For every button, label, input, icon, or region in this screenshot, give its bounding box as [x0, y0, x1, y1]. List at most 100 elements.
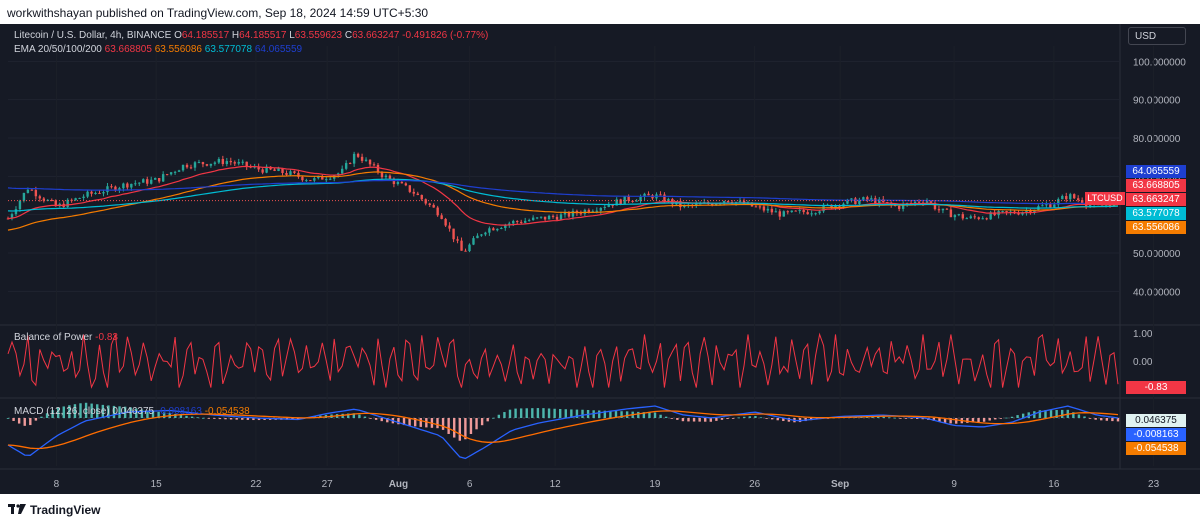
candle: [364, 159, 368, 161]
macd-histogram-bar: [982, 418, 986, 422]
candle: [659, 194, 662, 196]
macd-histogram-bar: [754, 416, 757, 418]
candle: [878, 199, 881, 204]
macd-histogram-bar: [207, 418, 211, 419]
macd-histogram-bar: [475, 418, 478, 430]
macd-histogram-bar: [68, 405, 71, 418]
candle: [480, 234, 483, 236]
ohlc-open: 64.185517: [181, 30, 230, 41]
candle: [531, 217, 535, 221]
candle: [432, 204, 435, 208]
candle: [846, 199, 849, 204]
macd-histogram-bar: [497, 414, 501, 418]
macd-histogram-bar: [129, 407, 132, 418]
candle: [428, 203, 431, 205]
histogram-badge: -0.054538: [1126, 442, 1186, 455]
candle: [98, 192, 101, 194]
macd-histogram-bar: [1100, 418, 1103, 421]
candle: [854, 198, 857, 205]
candle: [412, 191, 415, 194]
y-tick-label: 100.000000: [1133, 57, 1186, 68]
candle: [344, 163, 348, 169]
macd-histogram-bar: [581, 409, 584, 418]
candle: [1041, 205, 1044, 207]
macd-histogram-bar: [698, 418, 701, 422]
macd-histogram-bar: [51, 410, 54, 418]
candle: [1057, 199, 1060, 205]
chart-svg[interactable]: 100.00000090.00000080.00000070.00000060.…: [0, 0, 1200, 494]
ema100-badge: 63.577078: [1126, 207, 1186, 220]
macd-histogram-bar: [224, 418, 227, 420]
candle: [6, 218, 10, 220]
macd-histogram-bar: [943, 418, 947, 423]
candle: [376, 164, 380, 173]
candle: [464, 250, 467, 252]
candle: [340, 168, 344, 174]
macd-histogram-bar: [151, 411, 155, 418]
candle: [603, 206, 606, 208]
macd-histogram-bar: [1116, 418, 1120, 422]
candle: [261, 169, 264, 173]
macd-legend: MACD (12, 26, close) 0.046375 -0.008163 …: [14, 406, 250, 417]
macd-histogram-bar: [23, 418, 26, 426]
macd-histogram-bar: [96, 404, 99, 418]
candle: [142, 179, 145, 183]
candle: [1045, 204, 1048, 206]
candle: [476, 235, 479, 239]
currency-select[interactable]: USD: [1128, 27, 1186, 45]
candle: [273, 169, 276, 171]
macd-histogram-bar: [692, 418, 696, 422]
macd-histogram-bar: [425, 418, 428, 428]
candle: [229, 161, 232, 163]
macd-histogram-bar: [436, 418, 439, 429]
macd-histogram-bar: [882, 416, 885, 418]
macd-histogram-bar: [492, 417, 495, 419]
candle: [317, 175, 320, 179]
macd-histogram-bar: [748, 416, 752, 418]
candle: [384, 175, 388, 178]
candle: [599, 207, 602, 211]
candle: [520, 221, 523, 223]
macd-histogram-bar: [676, 418, 679, 420]
candle: [305, 180, 308, 182]
bop-label: Balance of Power: [14, 332, 93, 343]
tradingview-logo-icon: [8, 504, 26, 514]
candle: [770, 208, 774, 213]
macd-histogram-bar: [648, 412, 651, 418]
candle: [122, 183, 125, 189]
ohlc-c-label: C: [344, 30, 353, 41]
candle: [165, 174, 169, 176]
candle: [86, 191, 89, 197]
macd-histogram-bar: [731, 418, 735, 419]
candle: [197, 162, 201, 164]
macd-histogram-bar: [84, 402, 88, 418]
candle: [615, 199, 618, 206]
macd-histogram-bar: [570, 409, 573, 418]
candle: [78, 197, 81, 199]
candle: [790, 210, 793, 213]
macd-histogram-bar: [441, 418, 445, 430]
price-legend: Litecoin / U.S. Dollar, 4h, BINANCE O64.…: [14, 30, 488, 41]
macd-histogram-bar: [1005, 417, 1008, 419]
macd-histogram-bar: [737, 417, 740, 419]
candle: [126, 183, 129, 188]
candle: [631, 200, 634, 202]
bop-value: -0.83: [95, 332, 118, 343]
ohlc-high: 64.185517: [239, 30, 287, 41]
candle: [436, 207, 439, 216]
macd-histogram-bar: [531, 408, 534, 418]
y-tick-label: 40.000000: [1133, 287, 1181, 298]
macd-histogram-bar: [759, 417, 763, 419]
macd-histogram-bar: [687, 418, 690, 422]
symbol-tag: LTCUSD: [1085, 192, 1125, 205]
macd-histogram-bar: [871, 416, 874, 418]
macd-histogram-bar: [798, 418, 802, 423]
candle: [189, 167, 193, 169]
candle: [161, 174, 165, 182]
macd-histogram-bar: [218, 418, 222, 420]
macd-histogram-bar: [971, 418, 975, 423]
macd-histogram-bar: [190, 416, 194, 418]
tradingview-logo[interactable]: TradingView: [8, 503, 100, 517]
bop-line: [7, 332, 1119, 389]
macd-histogram-bar: [469, 418, 473, 434]
